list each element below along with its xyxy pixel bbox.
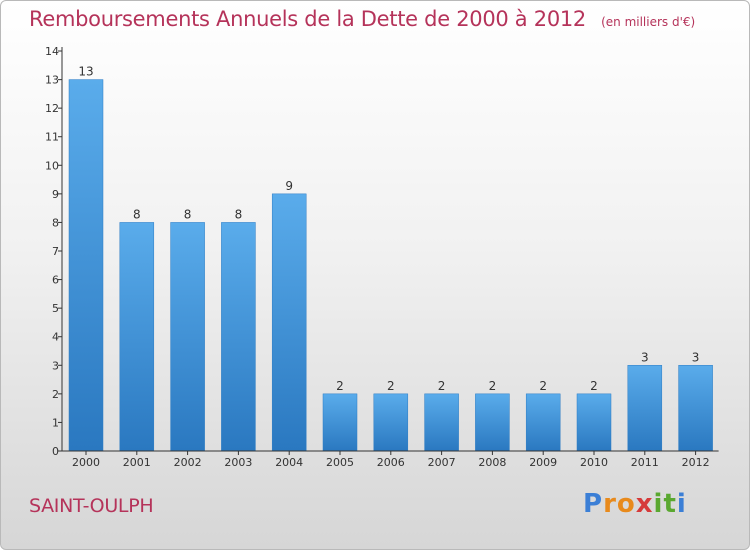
data-label-2011: 3 xyxy=(641,350,649,364)
bar-2000 xyxy=(68,79,104,452)
y-tick-label-14: 14 xyxy=(45,45,59,58)
proxiti-logo: Proxiti xyxy=(583,489,687,519)
chart-subtitle: (en milliers d'€) xyxy=(601,15,696,29)
x-tick-label-2002: 2002 xyxy=(174,456,202,469)
bar-2007 xyxy=(424,393,459,452)
x-tick-label-2006: 2006 xyxy=(377,456,405,469)
y-tick-label-8: 8 xyxy=(52,216,59,229)
logo-letter-2: o xyxy=(616,489,636,519)
bar-2011 xyxy=(627,365,663,452)
x-tick-label-2008: 2008 xyxy=(478,456,506,469)
data-label-2001: 8 xyxy=(133,207,141,221)
bar-2003 xyxy=(221,222,256,452)
bar-2001 xyxy=(119,222,155,452)
data-label-2003: 8 xyxy=(235,207,243,221)
data-label-2007: 2 xyxy=(438,379,446,393)
data-label-2005: 2 xyxy=(336,379,344,393)
bar-2005 xyxy=(322,393,358,452)
data-label-2002: 8 xyxy=(184,207,192,221)
y-tick-label-3: 3 xyxy=(52,359,59,372)
bar-2004 xyxy=(271,193,307,452)
x-tick-label-2007: 2007 xyxy=(428,456,456,469)
x-tick-label-2005: 2005 xyxy=(326,456,354,469)
data-label-2012: 3 xyxy=(692,350,700,364)
y-tick-label-10: 10 xyxy=(45,159,59,172)
place-name: SAINT-OULPH xyxy=(29,495,154,517)
logo-letter-4: i xyxy=(653,489,664,519)
bar-2012 xyxy=(678,365,713,452)
y-tick-label-13: 13 xyxy=(45,74,59,87)
logo-letter-3: x xyxy=(635,489,654,519)
data-label-2009: 2 xyxy=(539,379,547,393)
data-label-2004: 9 xyxy=(285,179,293,193)
data-label-2008: 2 xyxy=(489,379,497,393)
bar-2010 xyxy=(576,393,612,452)
data-label-2000: 13 xyxy=(78,65,93,79)
x-tick-label-2001: 2001 xyxy=(123,456,151,469)
y-tick-label-0: 0 xyxy=(52,445,59,458)
data-label-2006: 2 xyxy=(387,379,395,393)
x-tick-label-2010: 2010 xyxy=(580,456,608,469)
bar-2002 xyxy=(170,222,205,452)
y-tick-label-5: 5 xyxy=(52,302,59,315)
y-tick-label-2: 2 xyxy=(52,388,59,401)
bar-2009 xyxy=(525,393,561,452)
x-tick-label-2003: 2003 xyxy=(224,456,252,469)
bar-2008 xyxy=(475,393,510,452)
y-tick-label-4: 4 xyxy=(52,331,59,344)
x-tick-label-2004: 2004 xyxy=(275,456,303,469)
chart-title: Remboursements Annuels de la Dette de 20… xyxy=(29,7,586,31)
data-label-2010: 2 xyxy=(590,379,598,393)
x-tick-label-2011: 2011 xyxy=(631,456,659,469)
x-tick-label-2009: 2009 xyxy=(529,456,557,469)
y-tick-label-7: 7 xyxy=(52,245,59,258)
y-tick-label-6: 6 xyxy=(52,274,59,287)
x-tick-label-2012: 2012 xyxy=(682,456,710,469)
bar-2006 xyxy=(373,393,409,452)
logo-letter-5: t xyxy=(663,489,677,519)
y-tick-label-12: 12 xyxy=(45,102,59,115)
logo-letter-6: i xyxy=(676,489,687,519)
y-tick-label-11: 11 xyxy=(45,131,59,144)
y-tick-label-1: 1 xyxy=(52,416,59,429)
y-tick-label-9: 9 xyxy=(52,188,59,201)
title-row: Remboursements Annuels de la Dette de 20… xyxy=(29,7,695,31)
logo-letter-0: P xyxy=(583,489,604,519)
x-tick-label-2000: 2000 xyxy=(72,456,100,469)
logo-letter-1: r xyxy=(603,489,617,519)
